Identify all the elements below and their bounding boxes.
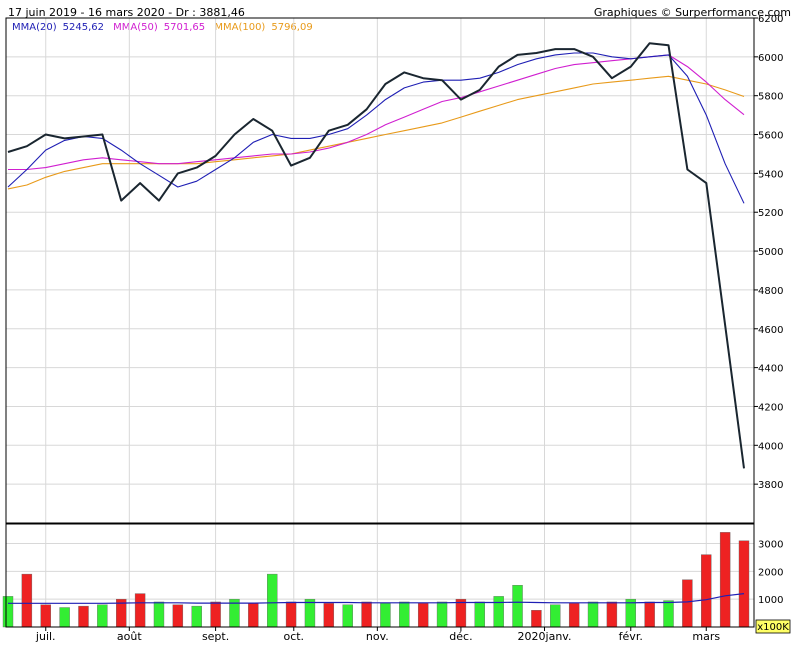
price-tick-label: 4800 (758, 286, 783, 297)
volume-bar (285, 601, 297, 628)
price-tick-label: 6000 (758, 53, 783, 64)
volume-bars (2, 532, 750, 628)
volume-bar (323, 603, 335, 628)
date-tick-label: juil. (35, 630, 56, 643)
volume-grid (6, 524, 754, 627)
legend-mma20-label: MMA(20) (12, 22, 57, 33)
volume-bar (663, 600, 674, 628)
volume-bar (78, 605, 89, 628)
volume-panel-frame (5, 523, 755, 628)
volume-bar (153, 601, 165, 628)
volume-bar (436, 601, 448, 628)
volume-bar (399, 601, 410, 628)
volume-unit-box (755, 619, 791, 634)
price-tick-label: 3800 (758, 480, 783, 491)
volume-bar (210, 601, 221, 628)
legend-mma20-value: 5245,62 (62, 22, 104, 33)
series-line-mma100 (7, 75, 745, 190)
series-line-mma50 (8, 54, 745, 171)
date-axis: juil. août sept. oct. nov. déc. 2020janv. févr.… (35, 627, 720, 643)
volume-bar (361, 601, 372, 628)
date-tick-label: nov. (366, 630, 389, 643)
source-credit: Graphiques © Surperformance.com (593, 6, 791, 19)
price-tick-label: 4000 (758, 441, 783, 452)
volume-bar (267, 573, 278, 628)
volume-bar (59, 607, 70, 628)
price-panel-frame (5, 17, 755, 524)
volume-bar (682, 579, 693, 628)
price-tick-label: 4200 (758, 402, 783, 413)
volume-bar (172, 604, 184, 628)
legend-mma50-label: MMA(50) (113, 22, 158, 33)
volume-tick-label: 2000 (758, 567, 783, 578)
price-tick-label: 6200 (758, 14, 783, 25)
volume-bar (606, 601, 618, 628)
legend-mma100-value: 5796,09 (271, 22, 313, 33)
volume-bar (304, 598, 316, 628)
volume-bar (568, 603, 580, 628)
volume-bar (248, 603, 259, 628)
date-tick-label: févr. (619, 630, 643, 643)
volume-bar (512, 585, 523, 628)
volume-bar (191, 605, 202, 628)
volume-bar (493, 596, 504, 628)
volume-bar (455, 598, 467, 628)
price-lines (7, 42, 745, 469)
volume-bar (644, 601, 655, 628)
date-tick-label: 2020janv. (518, 630, 572, 643)
volume-bar (587, 601, 599, 628)
date-tick-label: mars (692, 630, 720, 643)
price-grid (6, 17, 758, 523)
volume-bar (701, 554, 712, 628)
price-line (7, 42, 745, 469)
series-line-mma20 (7, 52, 745, 204)
volume-bar (719, 532, 731, 628)
ma-legend: MMA(20) 5245,62 MMA(50) 5701,65 MMA(100) 57… (12, 22, 319, 33)
volume-bar (531, 610, 542, 628)
volume-bar (97, 604, 108, 628)
volume-tick-label: 3000 (758, 539, 783, 550)
volume-bar (40, 604, 51, 628)
date-tick-label: déc. (449, 630, 472, 643)
date-range-label: 17 juin 2019 - 16 mars 2020 - Dr : 3881,… (8, 6, 245, 19)
legend-mma100-label: MMA(100) (214, 22, 266, 33)
price-tick-label: 5400 (758, 169, 783, 180)
price-tick-label: 4600 (758, 325, 783, 336)
volume-bar (2, 596, 14, 628)
volume-bar (342, 604, 353, 628)
volume-bar (380, 603, 391, 628)
volume-average-line (8, 593, 745, 604)
volume-bar (550, 604, 561, 628)
volume-axis: 1000 2000 3000 (758, 539, 783, 606)
volume-bar (738, 540, 750, 628)
volume-bar (474, 601, 485, 628)
volume-bar (417, 603, 429, 628)
price-tick-label: 4400 (758, 364, 783, 375)
date-tick-label: sept. (202, 630, 229, 643)
volume-bar (134, 593, 146, 628)
price-tick-label: 5800 (758, 92, 783, 103)
volume-tick-label: 1000 (758, 595, 783, 606)
date-tick-label: oct. (283, 630, 304, 643)
price-tick-label: 5000 (758, 247, 783, 258)
volume-bar (21, 573, 33, 628)
volume-unit-label: x100K (757, 622, 789, 633)
legend-mma50-value: 5701,65 (163, 22, 206, 33)
price-tick-label: 5200 (758, 208, 783, 219)
price-axis: 3800 4000 4200 4400 4600 4800 5000 5200 5400 5600… (758, 14, 783, 491)
price-tick-label: 5600 (758, 131, 783, 142)
date-tick-label: août (117, 630, 142, 643)
